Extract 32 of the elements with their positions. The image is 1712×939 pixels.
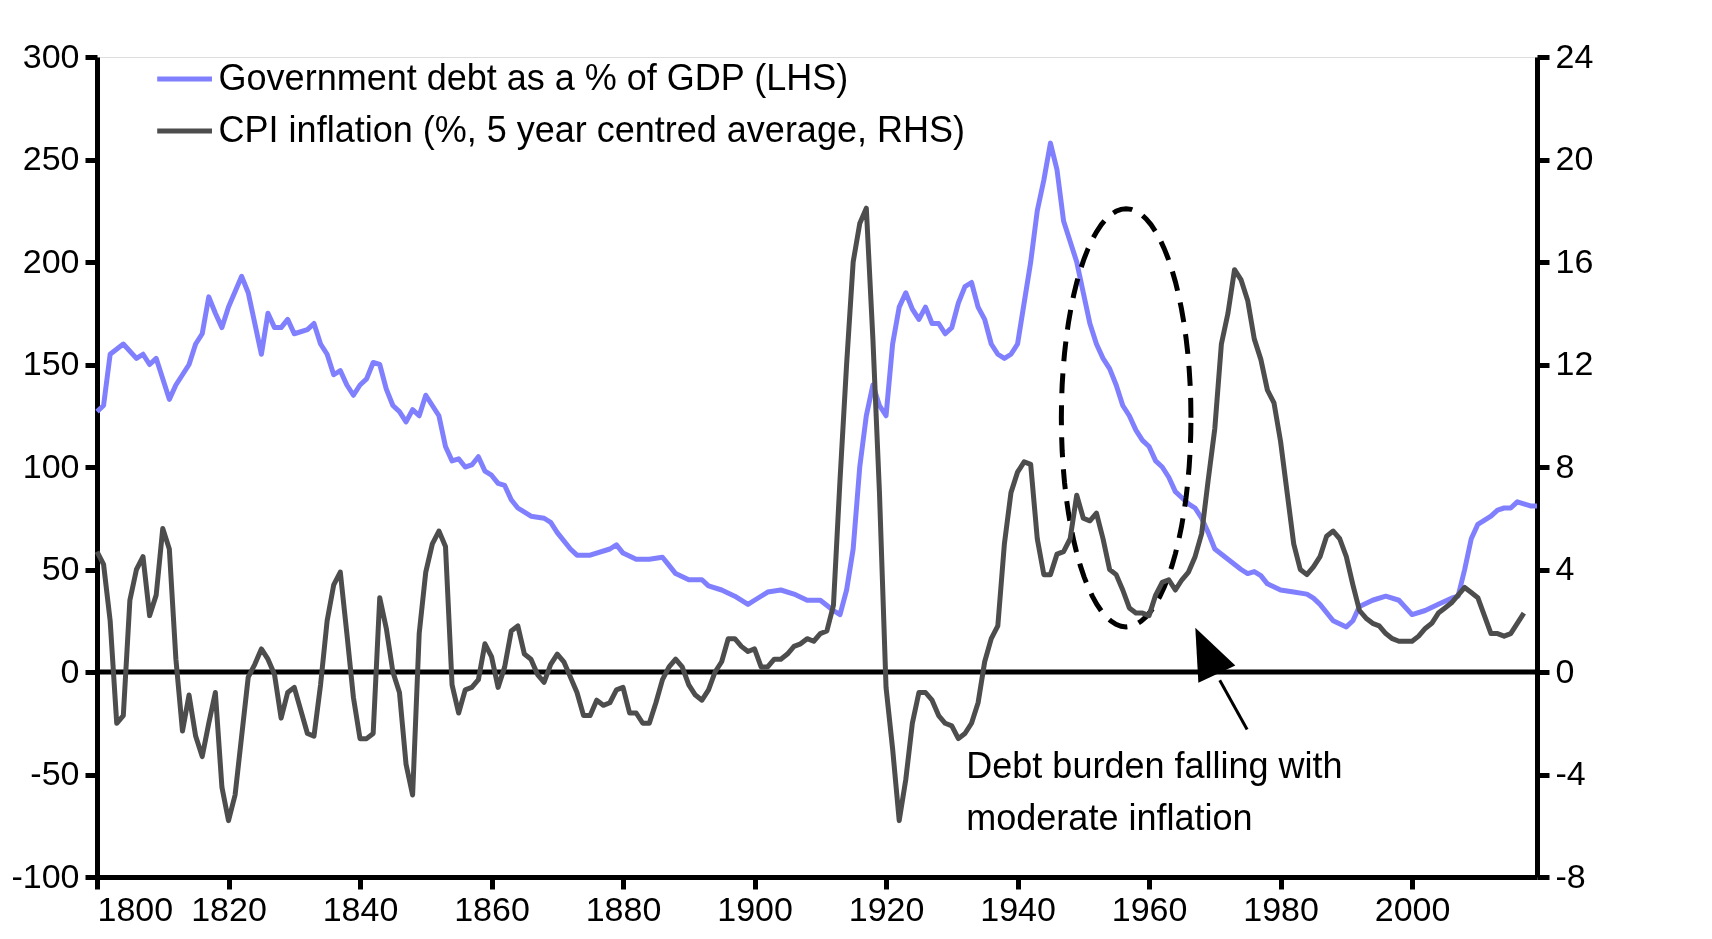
annotation: Debt burden falling with moderate inflation [966,744,1343,838]
y-tick-label: 50 [41,549,80,587]
y-tick-label: 100 [22,446,80,485]
y-tick-label: 0 [60,651,80,690]
y2-tick-label: -4 [1555,754,1586,792]
y2-tick-label: 4 [1555,549,1575,587]
y2-tick-label: 20 [1555,139,1594,177]
x-tick-label: 1800 [97,889,174,928]
x-tick-label: 1920 [848,889,925,928]
x-tick-label: 1860 [454,889,530,928]
x-tick-label: 1960 [1111,889,1188,928]
x-tick-label: 1840 [322,889,399,928]
y-tick-label: -50 [30,754,80,792]
y-tick-label: 250 [22,139,80,177]
y2-tick-label: 12 [1555,344,1594,382]
y2-tick-label: 8 [1555,446,1575,485]
x-tick-label: 1940 [980,889,1056,928]
y2-tick-label: 16 [1555,241,1594,280]
y-tick-label: -100 [11,856,80,895]
y-tick-label: 300 [22,36,80,75]
x-tick-label: 1900 [717,889,793,928]
x-tick-label: 1980 [1243,889,1319,928]
legend-label: CPI inflation (%, 5 year centred average, RHS) [218,109,965,150]
x-tick-label: 1820 [191,889,267,928]
y2-tick-label: 0 [1555,651,1575,690]
y-tick-label: 150 [22,344,80,382]
x-tick-label: 2000 [1374,889,1451,928]
legend-label: Government debt as a % of GDP (LHS) [218,57,849,98]
y-tick-label: 200 [22,241,80,280]
x-tick-label: 1880 [585,889,662,928]
y2-tick-label: -8 [1555,856,1586,895]
y2-tick-label: 24 [1555,36,1594,75]
